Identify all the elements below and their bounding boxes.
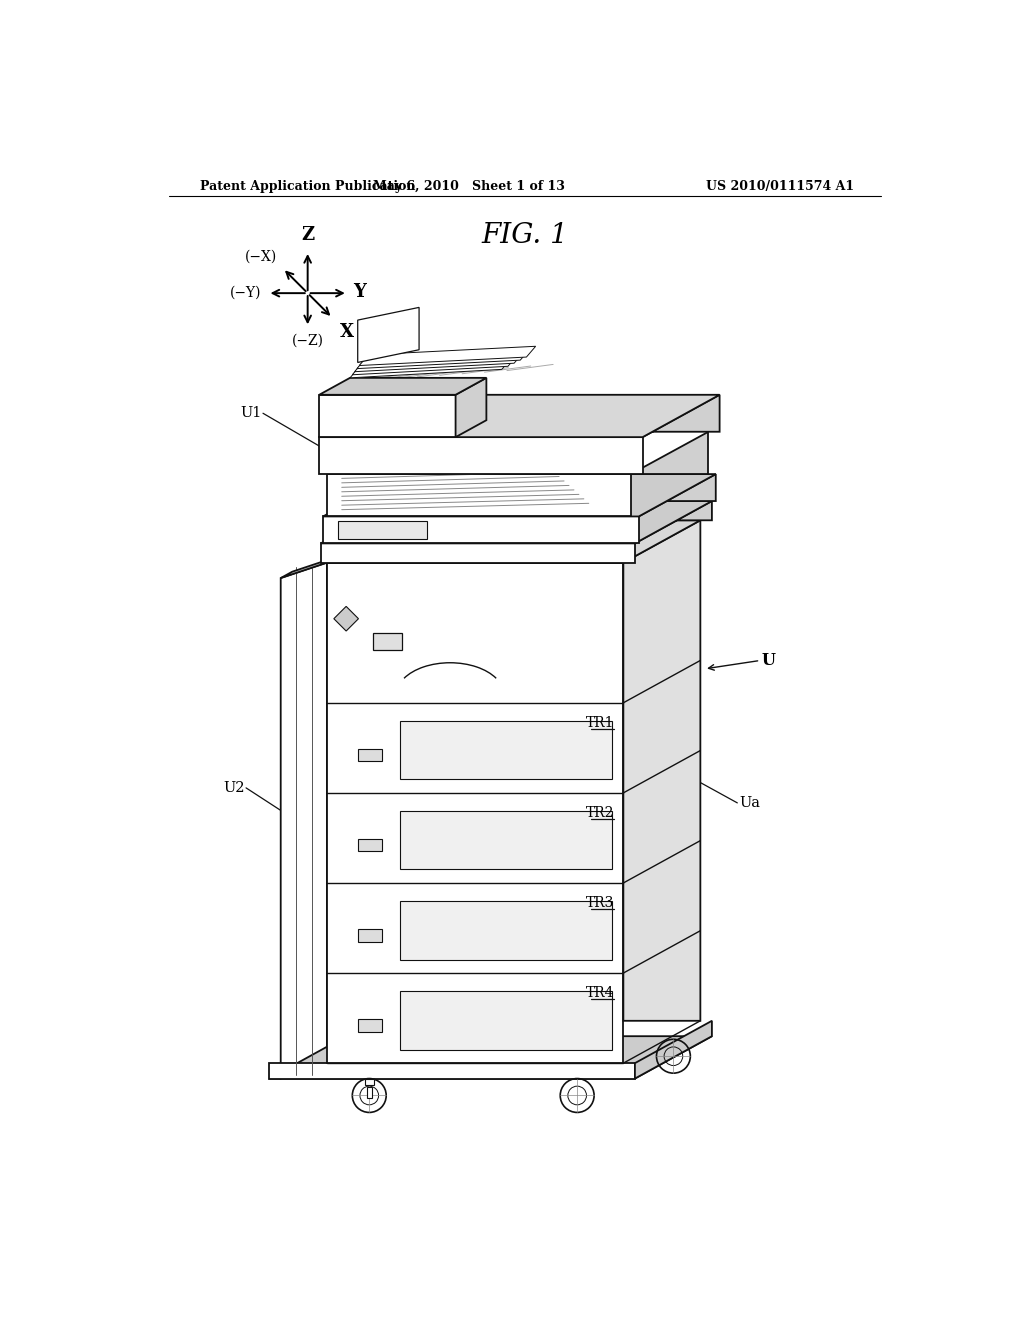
Polygon shape: [643, 395, 720, 437]
Text: TR1: TR1: [586, 715, 614, 730]
Polygon shape: [323, 474, 716, 516]
Bar: [357, 748, 382, 762]
Polygon shape: [319, 395, 456, 437]
Bar: [367, 1088, 372, 1098]
Polygon shape: [319, 437, 643, 474]
Text: FIG. 1: FIG. 1: [481, 222, 568, 249]
Polygon shape: [269, 1063, 635, 1078]
Text: (−X): (−X): [245, 249, 278, 264]
Polygon shape: [635, 1020, 712, 1078]
Polygon shape: [631, 432, 708, 474]
Polygon shape: [323, 516, 639, 544]
Bar: [400, 991, 611, 1049]
Text: TRh: TRh: [446, 619, 476, 632]
Bar: [400, 721, 611, 779]
Polygon shape: [635, 502, 712, 544]
Text: Y: Y: [353, 282, 366, 301]
Bar: [357, 840, 382, 851]
Polygon shape: [321, 502, 712, 544]
Polygon shape: [319, 395, 720, 437]
Text: X: X: [340, 323, 353, 342]
Polygon shape: [624, 520, 700, 1020]
Text: TR3: TR3: [586, 896, 614, 909]
Text: U: U: [762, 652, 776, 669]
Bar: [357, 929, 382, 941]
Text: (−Z): (−Z): [292, 334, 324, 347]
Text: Z: Z: [301, 227, 314, 244]
Bar: [339, 521, 427, 539]
Text: Patent Application Publication: Patent Application Publication: [200, 181, 416, 194]
Bar: [357, 1019, 382, 1032]
Polygon shape: [639, 474, 716, 516]
Polygon shape: [354, 352, 523, 372]
Polygon shape: [352, 355, 517, 375]
Bar: [373, 632, 402, 649]
Polygon shape: [359, 346, 536, 366]
Text: Ua: Ua: [739, 796, 760, 810]
Text: TR2: TR2: [586, 805, 614, 820]
Polygon shape: [321, 544, 635, 562]
Polygon shape: [327, 474, 631, 516]
Polygon shape: [327, 520, 700, 562]
Polygon shape: [269, 1036, 712, 1078]
Polygon shape: [350, 359, 511, 378]
Polygon shape: [357, 308, 419, 363]
Text: U2: U2: [223, 781, 245, 795]
Text: U1: U1: [240, 407, 261, 420]
Polygon shape: [281, 556, 339, 578]
Polygon shape: [319, 378, 486, 395]
Text: (−Y): (−Y): [230, 286, 261, 300]
Polygon shape: [334, 606, 358, 631]
Polygon shape: [281, 562, 327, 1078]
Polygon shape: [327, 562, 624, 1063]
Text: May 6, 2010   Sheet 1 of 13: May 6, 2010 Sheet 1 of 13: [374, 181, 565, 194]
Polygon shape: [456, 378, 486, 437]
Text: US 2010/0111574 A1: US 2010/0111574 A1: [707, 181, 854, 194]
Bar: [400, 810, 611, 870]
Text: TR4: TR4: [586, 986, 614, 999]
Bar: [365, 1078, 374, 1085]
Polygon shape: [357, 350, 529, 368]
Bar: [400, 902, 611, 960]
